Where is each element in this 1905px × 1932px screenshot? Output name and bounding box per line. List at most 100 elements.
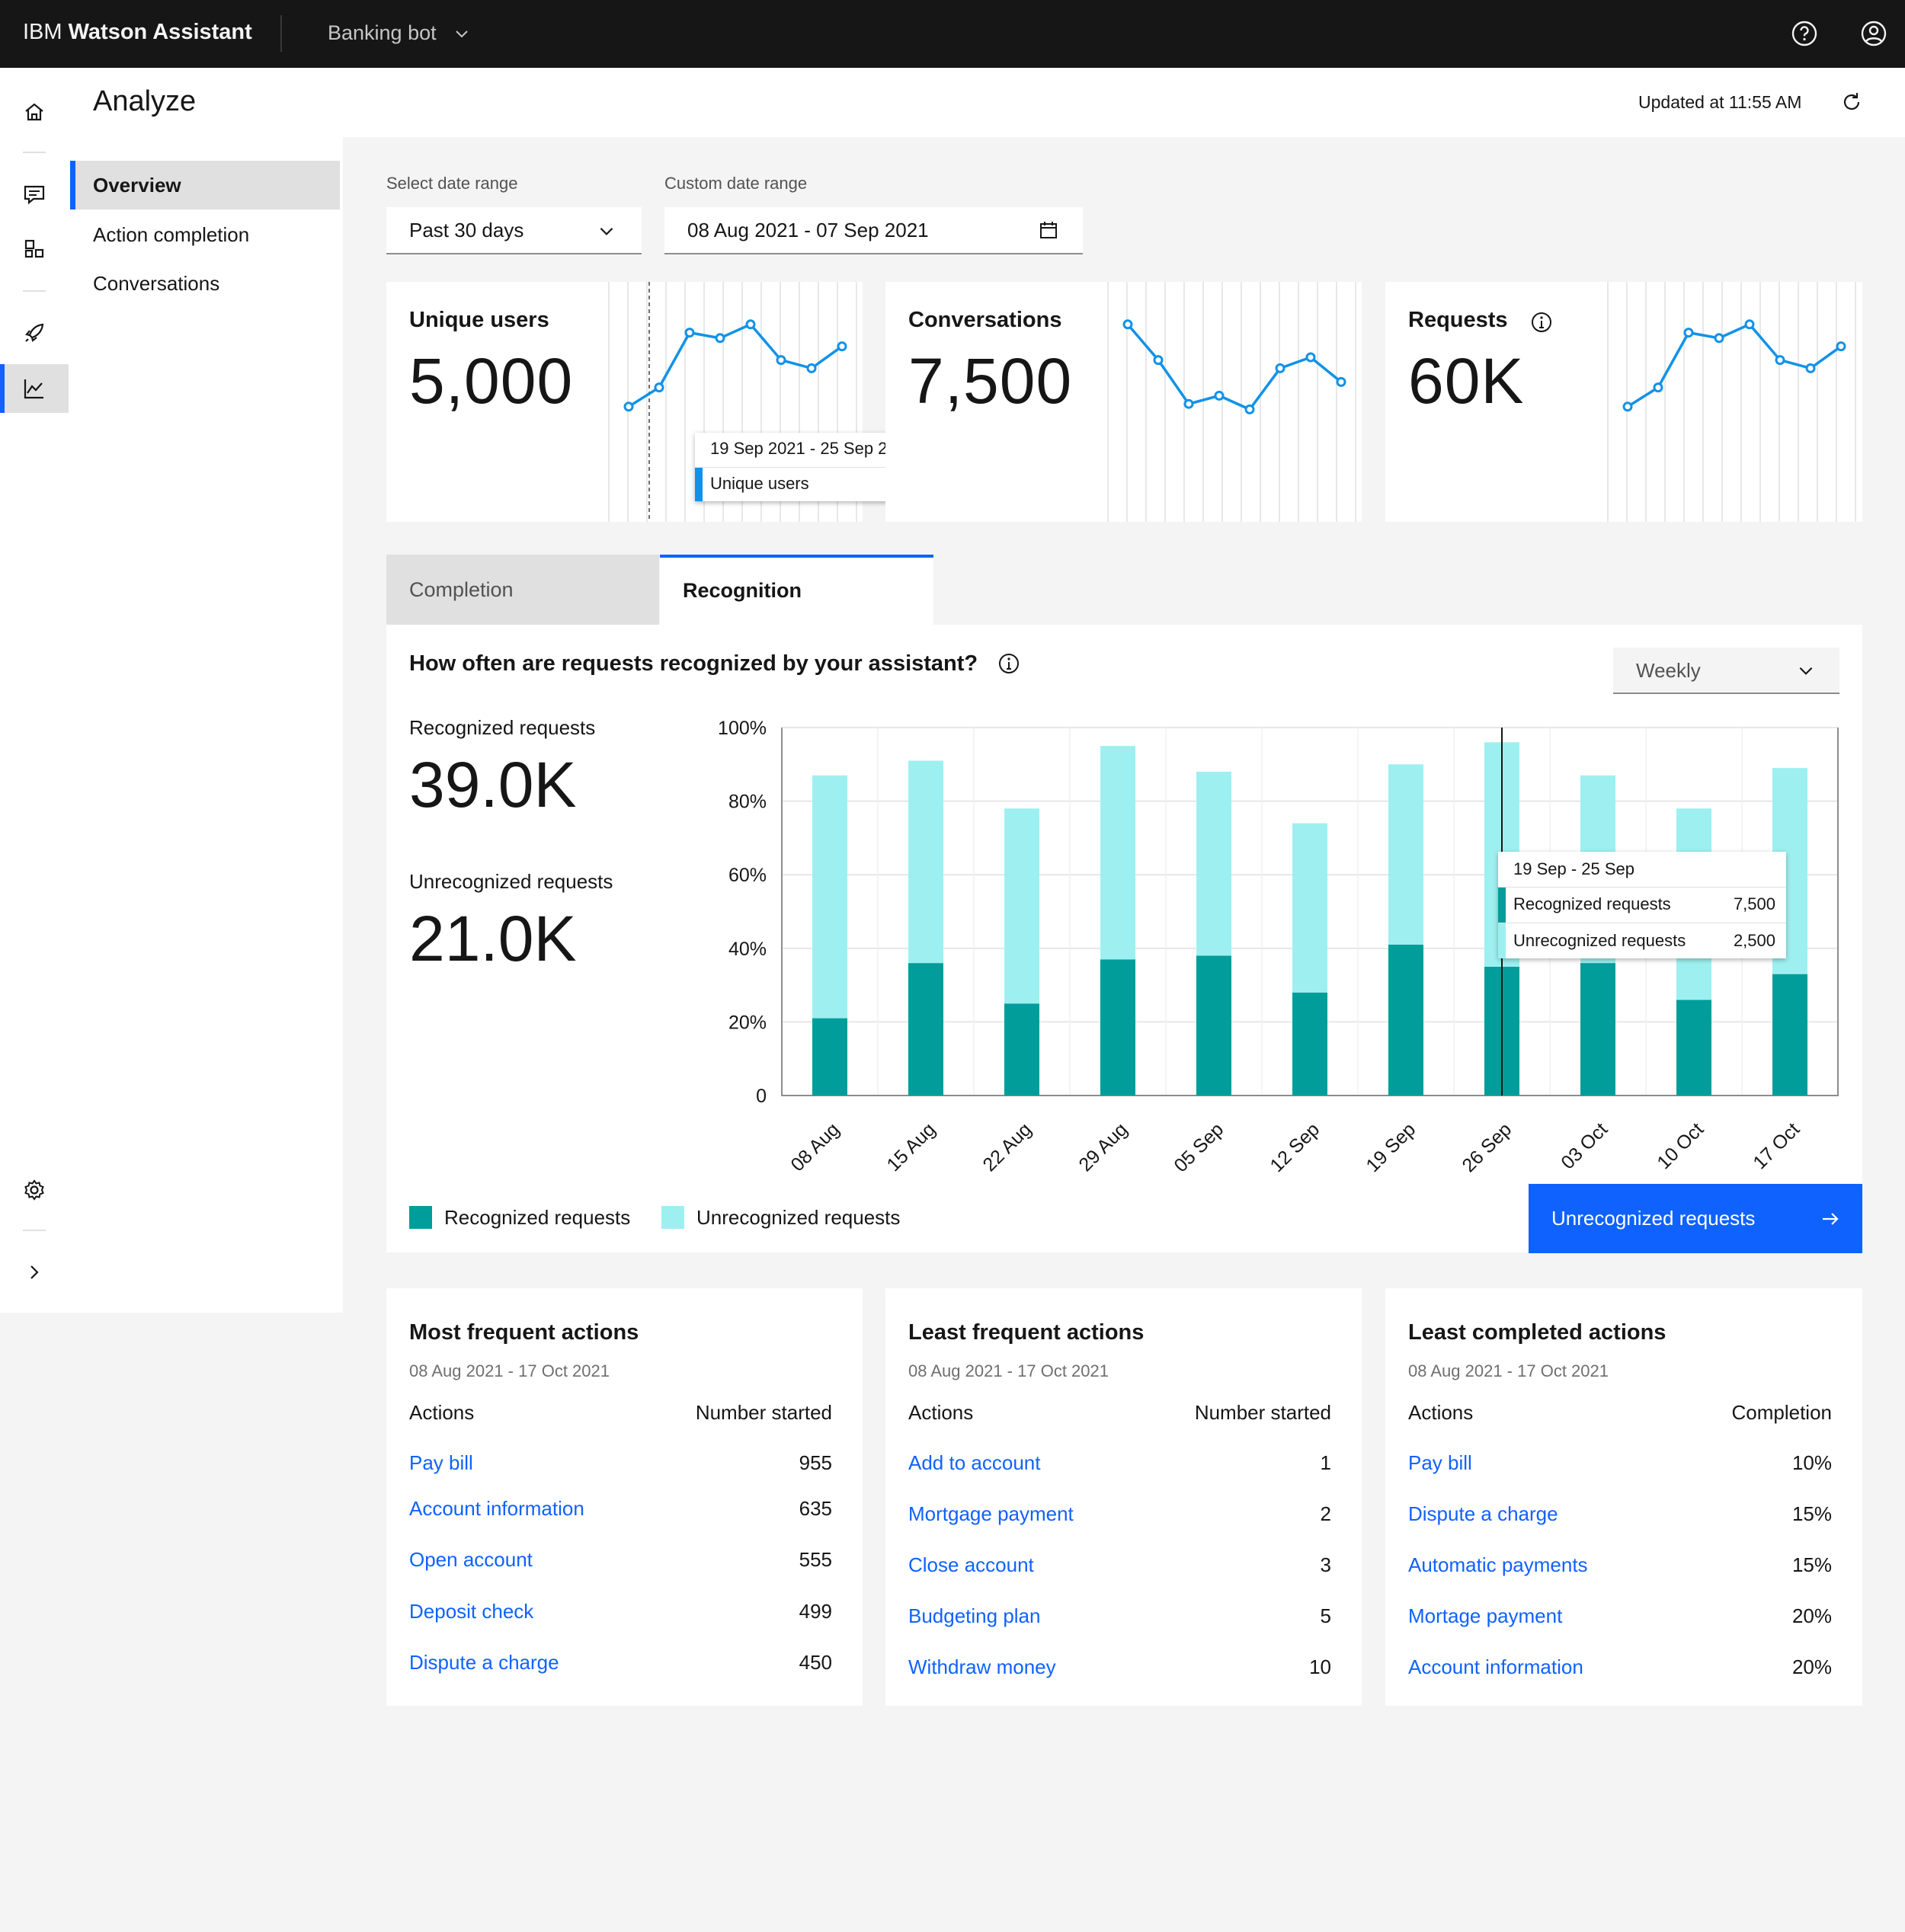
chevron-down-icon[interactable] — [453, 24, 471, 43]
x-tick-label: 29 Aug — [1074, 1118, 1132, 1173]
action-link[interactable]: Budgeting plan — [908, 1604, 1041, 1627]
action-link[interactable]: Add to account — [908, 1451, 1041, 1474]
action-link[interactable]: Withdraw money — [908, 1655, 1056, 1678]
subnav-conversations[interactable]: Conversations — [93, 272, 220, 295]
sparkline-point[interactable] — [837, 341, 847, 352]
bar-recognized[interactable] — [1004, 1003, 1039, 1096]
frequency-select[interactable]: Weekly — [1613, 648, 1839, 694]
date-range-select[interactable]: Past 30 days — [386, 207, 642, 254]
action-link[interactable]: Mortgage payment — [908, 1502, 1074, 1525]
sparkline-point[interactable] — [776, 355, 786, 366]
chat-icon[interactable] — [21, 181, 48, 208]
sparkline-point[interactable] — [1805, 363, 1816, 373]
y-tick-label: 20% — [728, 1012, 767, 1033]
legend-label-unrecognized: Unrecognized requests — [696, 1206, 901, 1229]
action-link[interactable]: Pay bill — [409, 1451, 473, 1474]
info-icon[interactable] — [997, 652, 1020, 675]
tab-recognition[interactable]: Recognition — [660, 555, 933, 625]
action-value: 15% — [1791, 1553, 1832, 1576]
home-icon[interactable] — [21, 98, 48, 126]
bar-unrecognized[interactable] — [1292, 823, 1327, 993]
action-value: 499 — [799, 1600, 832, 1623]
settings-icon[interactable] — [21, 1176, 48, 1204]
action-link[interactable]: Account information — [1408, 1655, 1583, 1678]
subnav-action-completion[interactable]: Action completion — [93, 223, 250, 246]
sparkline-point[interactable] — [715, 333, 725, 344]
help-icon[interactable] — [1791, 20, 1818, 47]
action-value: 635 — [799, 1497, 832, 1520]
action-value: 1 — [1320, 1451, 1331, 1474]
action-link[interactable]: Pay bill — [1408, 1451, 1472, 1474]
bar-recognized[interactable] — [1772, 974, 1807, 1096]
bar-unrecognized[interactable] — [1004, 808, 1039, 1004]
sparkline-point[interactable] — [1836, 341, 1846, 352]
bar-unrecognized[interactable] — [908, 760, 943, 964]
action-link[interactable]: Close account — [908, 1553, 1034, 1576]
unrecognized-requests-button[interactable]: Unrecognized requests — [1529, 1184, 1862, 1253]
user-avatar-icon[interactable] — [1860, 20, 1887, 47]
sparkline-point[interactable] — [684, 328, 695, 338]
actions-icon[interactable] — [21, 235, 48, 263]
card-title: Most frequent actions — [409, 1320, 639, 1345]
sparkline-point[interactable] — [1275, 363, 1285, 373]
action-link[interactable]: Account information — [409, 1497, 584, 1520]
sparkline-point[interactable] — [1122, 319, 1133, 330]
brand-name: Watson Assistant — [68, 20, 252, 44]
calendar-icon[interactable] — [1038, 219, 1059, 241]
subnav-overview[interactable]: Overview — [70, 161, 340, 210]
bar-recognized[interactable] — [1292, 992, 1327, 1096]
conversations-value: 7,500 — [908, 345, 1073, 417]
bar-recognized[interactable] — [1100, 959, 1135, 1096]
bot-selector[interactable]: Banking bot — [328, 21, 437, 44]
sparkline-point[interactable] — [745, 319, 756, 330]
action-link[interactable]: Deposit check — [409, 1600, 534, 1623]
sparkline-point[interactable] — [1244, 404, 1255, 414]
custom-date-input[interactable]: 08 Aug 2021 - 07 Sep 2021 — [664, 207, 1083, 254]
sparkline-point[interactable] — [1775, 355, 1785, 366]
action-link[interactable]: Dispute a charge — [409, 1651, 559, 1674]
bar-unrecognized[interactable] — [1100, 746, 1135, 960]
sparkline-point[interactable] — [1336, 376, 1346, 387]
bar-unrecognized[interactable] — [1196, 771, 1231, 956]
sparkline-point[interactable] — [1183, 398, 1194, 409]
sparkline-point[interactable] — [1714, 333, 1724, 344]
analytics-icon[interactable] — [21, 375, 48, 402]
bar-recognized[interactable] — [1676, 1000, 1711, 1096]
sparkline-point[interactable] — [1744, 319, 1755, 330]
divider — [23, 152, 46, 153]
divider — [280, 15, 282, 52]
sparkline-point[interactable] — [1305, 352, 1316, 363]
rocket-icon[interactable] — [21, 319, 48, 347]
sparkline-point[interactable] — [806, 363, 817, 373]
product-name[interactable]: IBM Watson Assistant — [23, 20, 252, 45]
y-tick-label: 0 — [756, 1086, 767, 1107]
sparkline-point[interactable] — [1153, 355, 1164, 366]
sparkline-point[interactable] — [623, 401, 634, 412]
action-link[interactable]: Mortage payment — [1408, 1604, 1563, 1627]
action-link[interactable]: Dispute a charge — [1408, 1502, 1558, 1525]
bar-unrecognized[interactable] — [1388, 764, 1423, 945]
bar-recognized[interactable] — [1388, 944, 1423, 1096]
tab-completion[interactable]: Completion — [386, 555, 659, 625]
sparkline-point[interactable] — [1214, 390, 1225, 401]
bar-unrecognized[interactable] — [812, 775, 847, 1019]
refresh-icon[interactable] — [1839, 90, 1864, 114]
sparkline-point[interactable] — [1622, 401, 1633, 412]
tooltip-row-label: Unrecognized requests — [1513, 931, 1686, 950]
info-icon[interactable] — [1530, 311, 1553, 334]
chevron-right-icon[interactable] — [21, 1259, 48, 1286]
action-link[interactable]: Automatic payments — [1408, 1553, 1588, 1576]
bar-recognized[interactable] — [908, 963, 943, 1096]
action-link[interactable]: Open account — [409, 1548, 533, 1571]
divider — [23, 1230, 46, 1231]
sparkline-point[interactable] — [654, 382, 664, 393]
sparkline-points — [623, 319, 847, 412]
sparkline-point[interactable] — [1683, 328, 1694, 338]
sparkline — [1126, 323, 1343, 411]
action-value: 955 — [799, 1451, 832, 1474]
bar-recognized[interactable] — [1196, 955, 1231, 1096]
bar-recognized[interactable] — [1580, 963, 1615, 1096]
sparkline — [1627, 322, 1843, 408]
sparkline-point[interactable] — [1653, 382, 1663, 393]
bar-recognized[interactable] — [812, 1018, 847, 1096]
